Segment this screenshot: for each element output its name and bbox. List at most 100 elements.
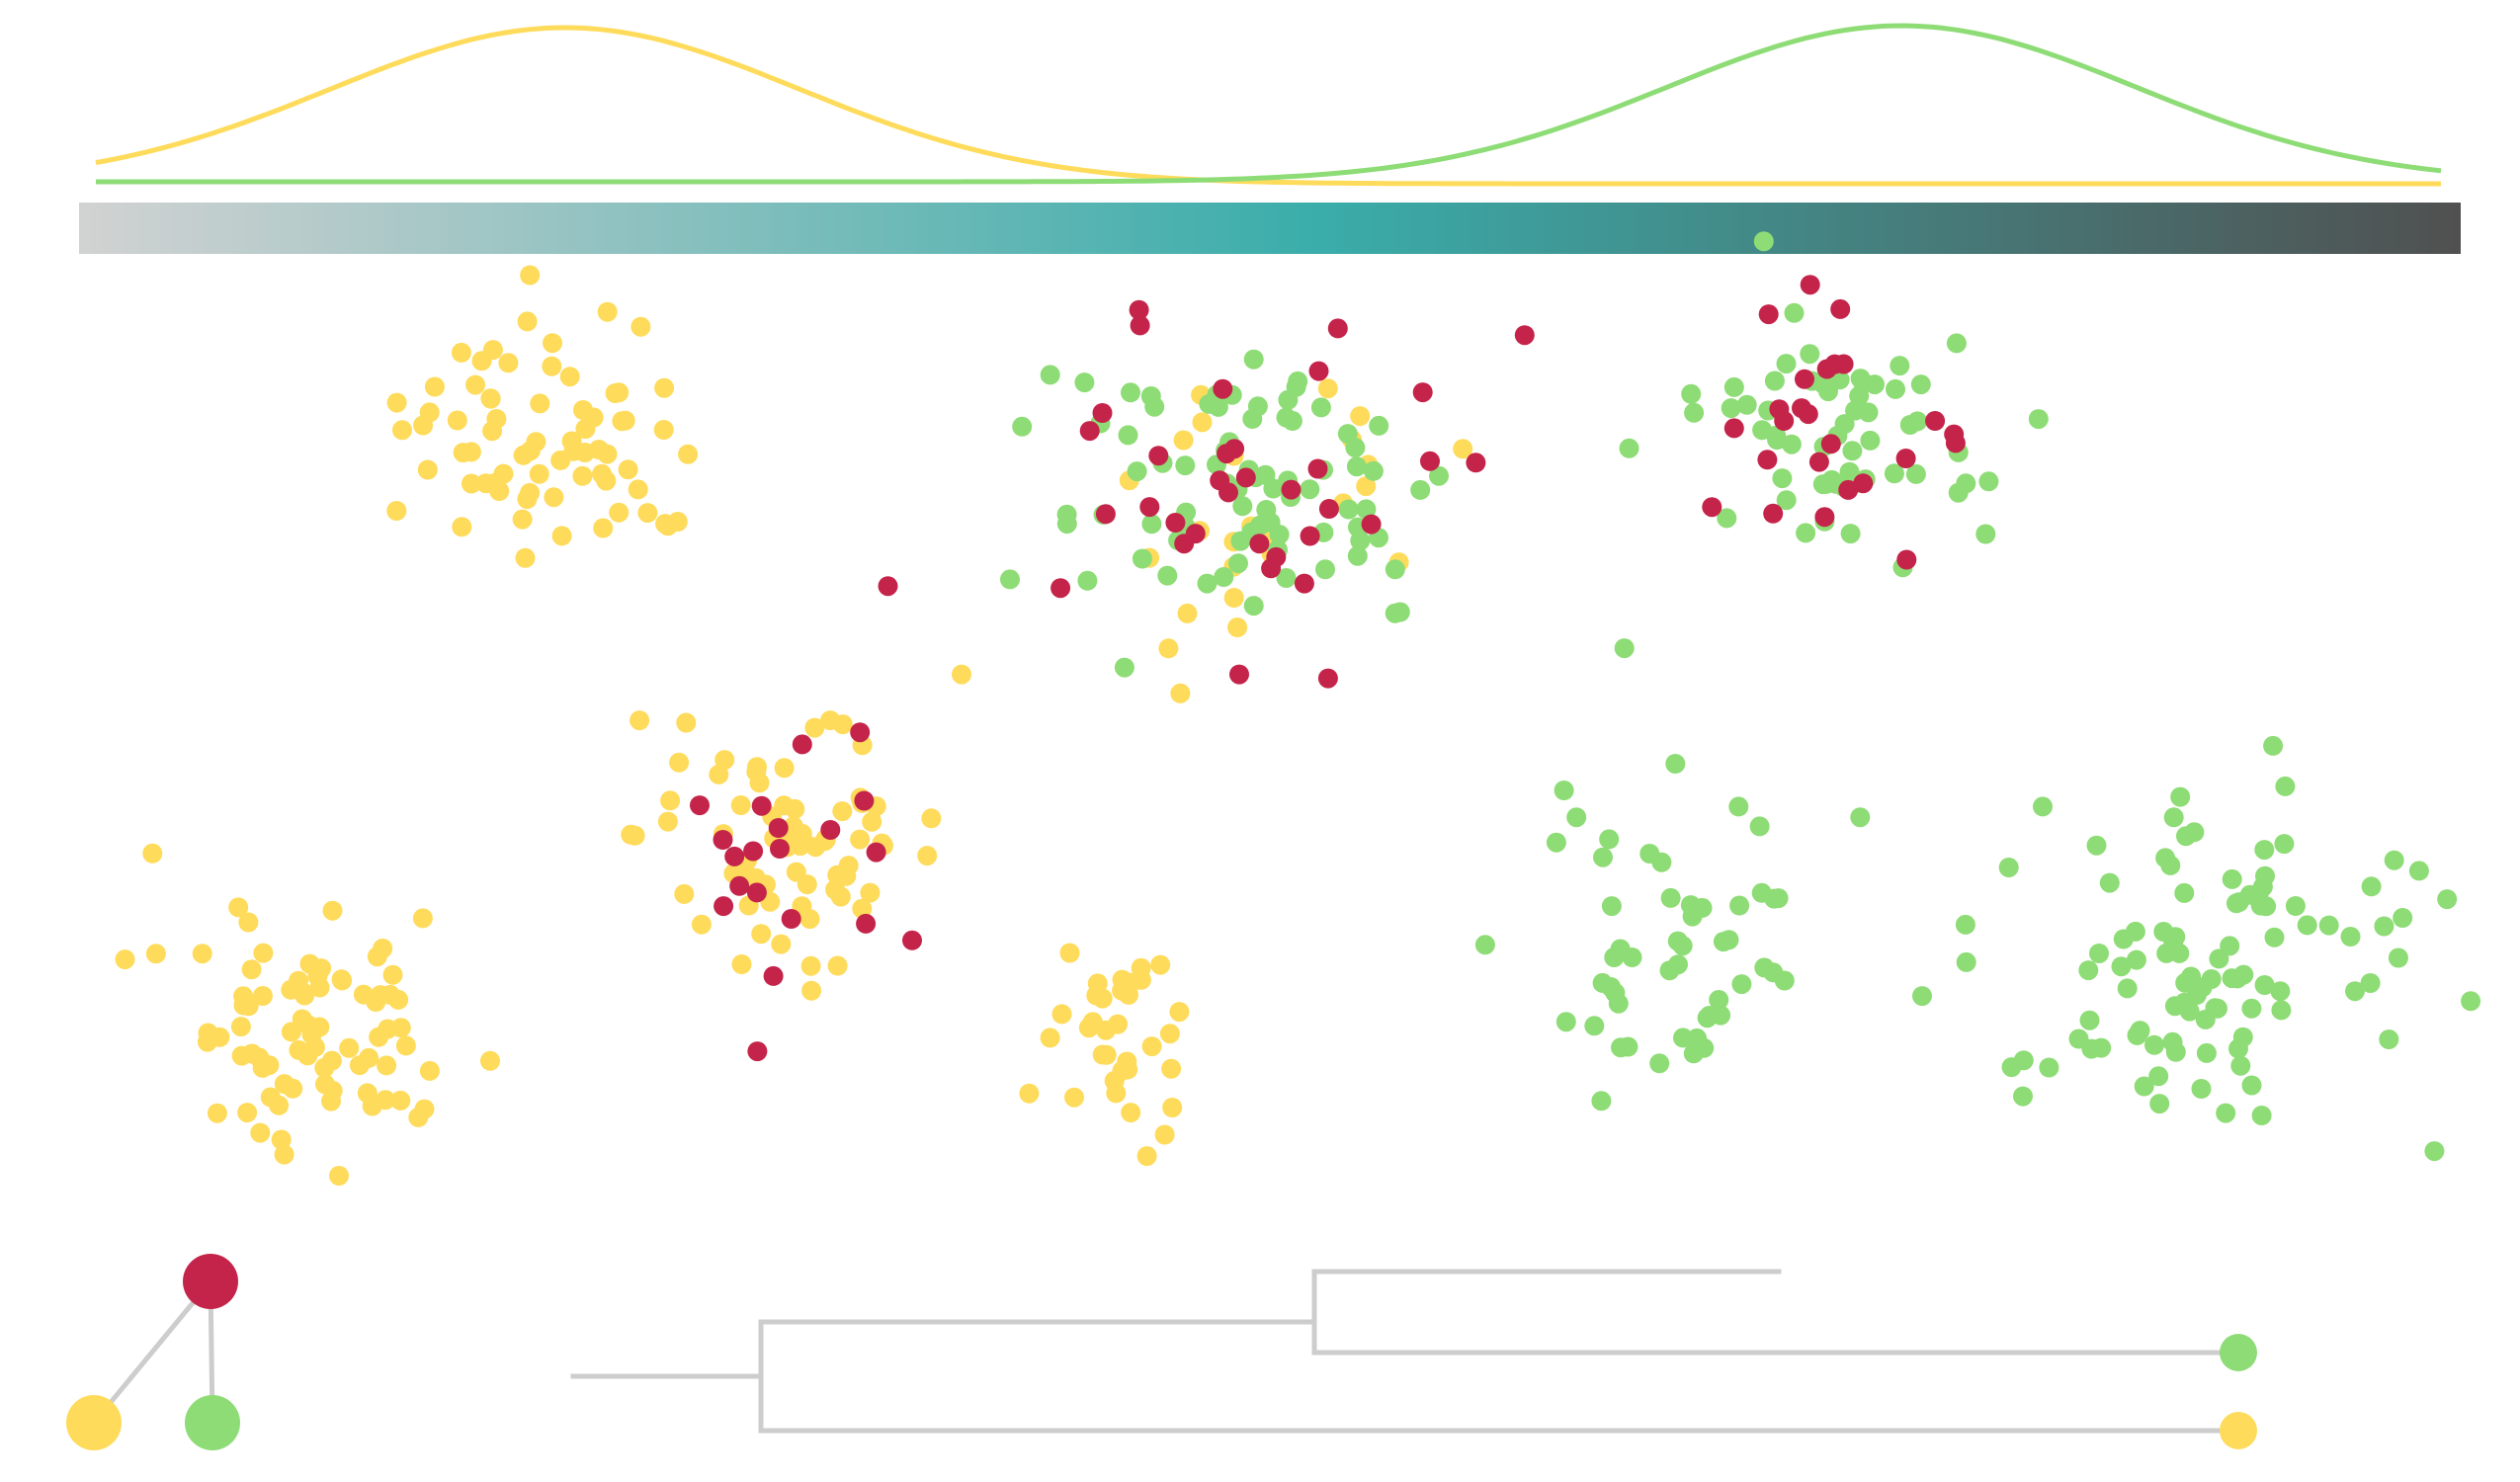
cell-point-yellow xyxy=(820,710,841,731)
cell-point-red xyxy=(714,896,734,917)
cell-point-green xyxy=(1682,906,1703,927)
cell-point-red xyxy=(1266,546,1287,567)
cell-point-red xyxy=(1808,452,1829,472)
cell-point-green xyxy=(1667,931,1688,951)
cell-point-green xyxy=(1601,896,1622,917)
density-curve-green xyxy=(96,23,2442,185)
cell-point-red xyxy=(1317,668,1338,689)
cell-point-yellow xyxy=(283,1078,303,1099)
cell-point-green xyxy=(2078,960,2099,981)
cell-point-yellow xyxy=(530,393,550,414)
cell-point-yellow xyxy=(447,410,467,431)
cell-point-green xyxy=(1850,369,1871,389)
cell-point-green xyxy=(2191,1079,2212,1099)
cluster-7 xyxy=(1474,638,1932,1112)
cell-point-red xyxy=(1130,315,1150,336)
cell-point-yellow xyxy=(271,1129,292,1150)
cell-point-yellow xyxy=(747,757,767,778)
cell-point-yellow xyxy=(660,790,681,811)
cell-point-green xyxy=(1728,796,1749,817)
cell-point-yellow xyxy=(1136,1146,1157,1167)
cell-point-yellow xyxy=(543,333,562,354)
cell-point-green xyxy=(1719,930,1739,950)
cell-point-green xyxy=(2222,868,2242,889)
cell-point-yellow xyxy=(412,908,433,929)
cell-point-green xyxy=(1772,468,1793,489)
cell-point-green xyxy=(2013,1086,2033,1107)
cell-point-green xyxy=(1649,1053,1670,1074)
cell-point-green xyxy=(1709,990,1729,1010)
cell-point-yellow xyxy=(292,1009,312,1029)
cell-point-green xyxy=(1842,441,1863,461)
cell-point-green xyxy=(2388,947,2408,968)
cell-point-yellow xyxy=(297,1045,318,1066)
cell-point-red xyxy=(1945,433,1966,453)
cell-point-yellow xyxy=(678,444,699,464)
cell-point-yellow xyxy=(1150,954,1171,975)
cell-point-yellow xyxy=(1173,430,1194,451)
cell-point-yellow xyxy=(1141,1036,1162,1057)
cell-point-yellow xyxy=(465,374,486,395)
cell-point-red xyxy=(850,722,871,743)
graph-edge xyxy=(92,1279,212,1425)
cell-point-green xyxy=(1673,1028,1693,1048)
cell-point-green xyxy=(2393,908,2413,928)
cell-point-green xyxy=(1077,570,1098,591)
cell-point-green xyxy=(1286,376,1306,397)
cell-point-yellow xyxy=(801,980,822,1001)
cell-point-green xyxy=(2408,861,2429,881)
cell-point-yellow xyxy=(1227,618,1248,637)
cell-point-yellow xyxy=(329,1166,349,1186)
cell-point-green xyxy=(1860,430,1881,451)
cell-point-yellow xyxy=(260,1087,281,1108)
cell-point-green xyxy=(1905,463,1926,484)
cell-point-red xyxy=(1895,449,1916,468)
cell-point-red xyxy=(1838,479,1859,500)
cell-point-yellow xyxy=(512,509,533,530)
cell-point-yellow xyxy=(370,985,390,1006)
cell-point-yellow xyxy=(1121,1103,1141,1123)
dendrogram-leaf-yellow xyxy=(2220,1412,2257,1449)
cell-point-red xyxy=(1800,275,1820,295)
cell-point-green xyxy=(2079,1010,2100,1030)
cell-point-green xyxy=(2222,968,2242,989)
cell-point-green xyxy=(1910,374,1931,395)
cell-point-green xyxy=(1610,939,1631,959)
cell-point-red xyxy=(1300,526,1320,546)
cell-point-green xyxy=(1546,832,1566,853)
cell-point-red xyxy=(1896,549,1917,570)
cell-point-yellow xyxy=(657,811,678,832)
cell-point-green xyxy=(1619,438,1639,458)
cell-point-yellow xyxy=(1059,943,1080,963)
cluster-6 xyxy=(1019,943,1190,1167)
cell-point-green xyxy=(1429,465,1449,486)
cell-point-yellow xyxy=(1350,406,1371,427)
cell-point-red xyxy=(743,841,764,862)
cell-point-yellow xyxy=(731,954,752,974)
cell-point-yellow xyxy=(921,808,942,829)
cell-point-yellow xyxy=(1453,439,1473,459)
cell-point-yellow xyxy=(838,856,859,876)
cell-point-green xyxy=(1000,569,1020,590)
cell-point-red xyxy=(1925,411,1946,431)
cell-point-red xyxy=(763,965,784,986)
cell-point-red xyxy=(1235,467,1256,488)
cell-point-yellow xyxy=(544,487,564,508)
cell-point-yellow xyxy=(453,443,473,463)
cell-point-green xyxy=(1681,383,1702,404)
cell-point-green xyxy=(1884,463,1904,484)
cell-point-green xyxy=(1796,523,1816,543)
cell-point-green xyxy=(2424,1141,2445,1162)
cell-point-green xyxy=(1890,356,1910,376)
cell-point-yellow xyxy=(192,944,212,964)
cell-point-green xyxy=(1282,411,1302,431)
cell-point-green xyxy=(1132,548,1152,569)
cell-point-yellow xyxy=(860,882,881,903)
cell-point-green xyxy=(1754,957,1775,978)
cell-point-yellow xyxy=(563,441,584,461)
dendrogram xyxy=(570,1269,2257,1449)
cell-point-red xyxy=(1466,453,1486,473)
cell-point-yellow xyxy=(321,1091,341,1112)
cell-point-green xyxy=(1074,372,1095,393)
cell-point-green xyxy=(1717,508,1737,529)
